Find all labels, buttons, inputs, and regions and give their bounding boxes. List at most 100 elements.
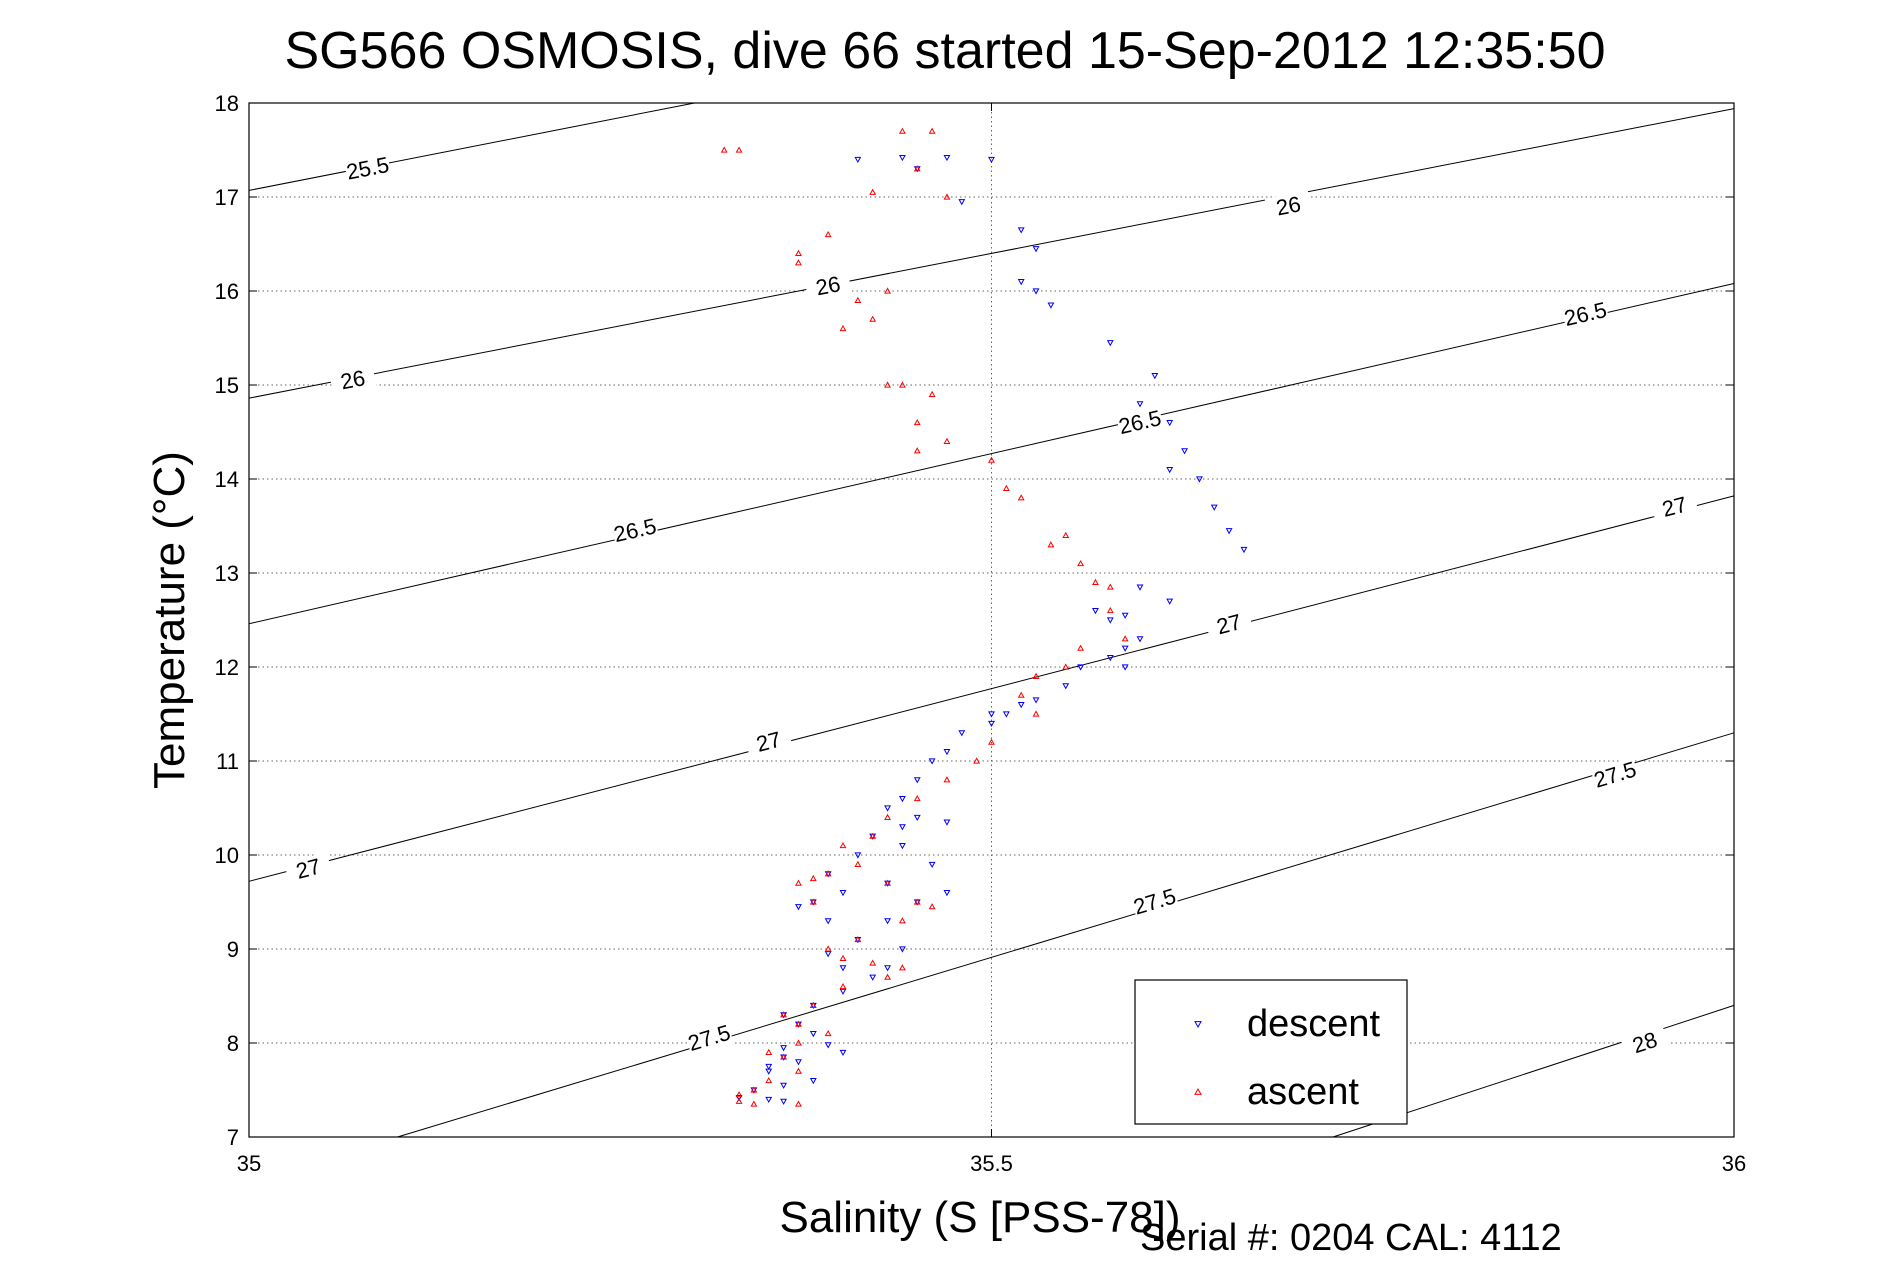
legend-box <box>1134 979 1408 1125</box>
y-tick-label: 9 <box>227 937 239 962</box>
point-ascent <box>854 296 862 303</box>
contour-label-bg <box>744 725 794 760</box>
point-descent <box>943 890 951 897</box>
point-ascent <box>898 127 906 134</box>
point-descent <box>839 1049 847 1057</box>
y-tick-label: 7 <box>227 1125 239 1150</box>
point-descent <box>1032 246 1040 253</box>
point-ascent <box>780 1053 788 1060</box>
point-descent <box>913 814 921 822</box>
point-ascent <box>1062 663 1070 670</box>
contour-label-group: 27.5 <box>684 1020 734 1057</box>
point-descent <box>898 824 906 831</box>
contour-label: 27 <box>293 853 323 883</box>
point-descent <box>1017 227 1025 234</box>
point-ascent <box>780 1011 788 1018</box>
point-descent <box>1062 683 1070 690</box>
point-descent <box>1166 420 1174 427</box>
point-descent <box>928 758 936 765</box>
point-descent <box>913 777 921 784</box>
point-ascent <box>943 776 951 783</box>
point-ascent <box>973 757 981 764</box>
point-ascent <box>1017 494 1025 501</box>
point-descent <box>1136 401 1144 408</box>
point-ascent <box>928 390 936 397</box>
point-descent <box>898 796 906 803</box>
point-descent <box>765 1068 773 1075</box>
point-descent <box>854 156 862 164</box>
point-descent <box>898 154 906 162</box>
point-ascent <box>1106 583 1114 590</box>
point-descent <box>1047 302 1055 309</box>
y-tick-label: 10 <box>215 843 239 868</box>
point-ascent <box>795 1039 802 1046</box>
contour-label-group: 27 <box>1650 490 1699 525</box>
point-descent <box>1077 664 1085 671</box>
point-ascent <box>898 917 906 924</box>
density-contours: 25.526262626.526.526.52727272727.527.527… <box>248 102 1735 1138</box>
y-tick-label: 11 <box>216 749 239 774</box>
contour-label-group: 26 <box>1264 190 1313 223</box>
series-ascent <box>720 127 1129 1107</box>
point-descent <box>1136 584 1144 591</box>
point-descent <box>943 749 951 756</box>
point-ascent <box>884 381 891 388</box>
point-ascent <box>735 1097 743 1104</box>
point-ascent <box>988 456 995 463</box>
point-ascent <box>824 230 832 238</box>
y-tick-label: 17 <box>215 185 239 210</box>
point-ascent <box>898 964 906 971</box>
point-ascent <box>884 879 891 886</box>
contour-label: 27 <box>1214 609 1244 639</box>
point-descent <box>1151 373 1159 380</box>
contour-label: 26 <box>338 365 367 394</box>
point-descent <box>809 1031 817 1038</box>
point-ascent <box>1032 710 1040 717</box>
x-tick-label: 35.5 <box>970 1151 1013 1176</box>
y-axis-label: Temperature (°C) <box>145 451 194 789</box>
point-descent <box>854 852 862 859</box>
point-ascent <box>869 832 877 839</box>
point-ascent <box>913 794 921 802</box>
point-ascent <box>795 259 802 266</box>
point-ascent <box>1106 606 1114 614</box>
point-descent <box>1092 608 1099 615</box>
x-axis-label: Salinity (S [PSS-78]) <box>779 1193 1180 1242</box>
point-ascent <box>854 860 862 867</box>
point-ascent <box>735 146 743 153</box>
point-ascent <box>943 437 951 444</box>
contour-label-bg <box>1650 490 1699 525</box>
point-ascent <box>795 249 802 256</box>
point-ascent <box>1047 541 1055 548</box>
contour-label: 26 <box>814 271 843 300</box>
point-descent <box>869 974 877 981</box>
point-ascent <box>824 1029 832 1037</box>
point-descent <box>839 890 847 897</box>
contour-label-bg <box>610 514 660 548</box>
point-descent <box>765 1096 773 1104</box>
point-descent <box>1106 617 1114 624</box>
point-descent <box>839 965 847 972</box>
point-ascent <box>809 898 817 905</box>
point-descent <box>988 720 995 728</box>
contour-label-bg <box>1115 405 1165 440</box>
contour-label: 26 <box>1274 191 1303 220</box>
contour-line <box>248 102 695 191</box>
contour-label-group: 27 <box>744 725 794 760</box>
point-descent <box>1002 711 1010 718</box>
contour-label-bg <box>343 152 392 185</box>
point-ascent <box>795 879 802 886</box>
point-ascent <box>795 1100 802 1107</box>
contour-label: 27 <box>1659 492 1689 522</box>
legend: descent ascent <box>1134 979 1408 1125</box>
point-ascent <box>869 315 877 322</box>
point-descent <box>1017 702 1025 709</box>
grid <box>249 103 1734 1137</box>
y-tick-label: 15 <box>215 373 239 398</box>
contour-line <box>248 282 1735 625</box>
point-descent <box>824 1042 832 1049</box>
point-ascent <box>913 418 921 426</box>
contour-label-bg <box>329 364 377 397</box>
point-descent <box>958 730 966 737</box>
point-ascent <box>884 813 891 820</box>
